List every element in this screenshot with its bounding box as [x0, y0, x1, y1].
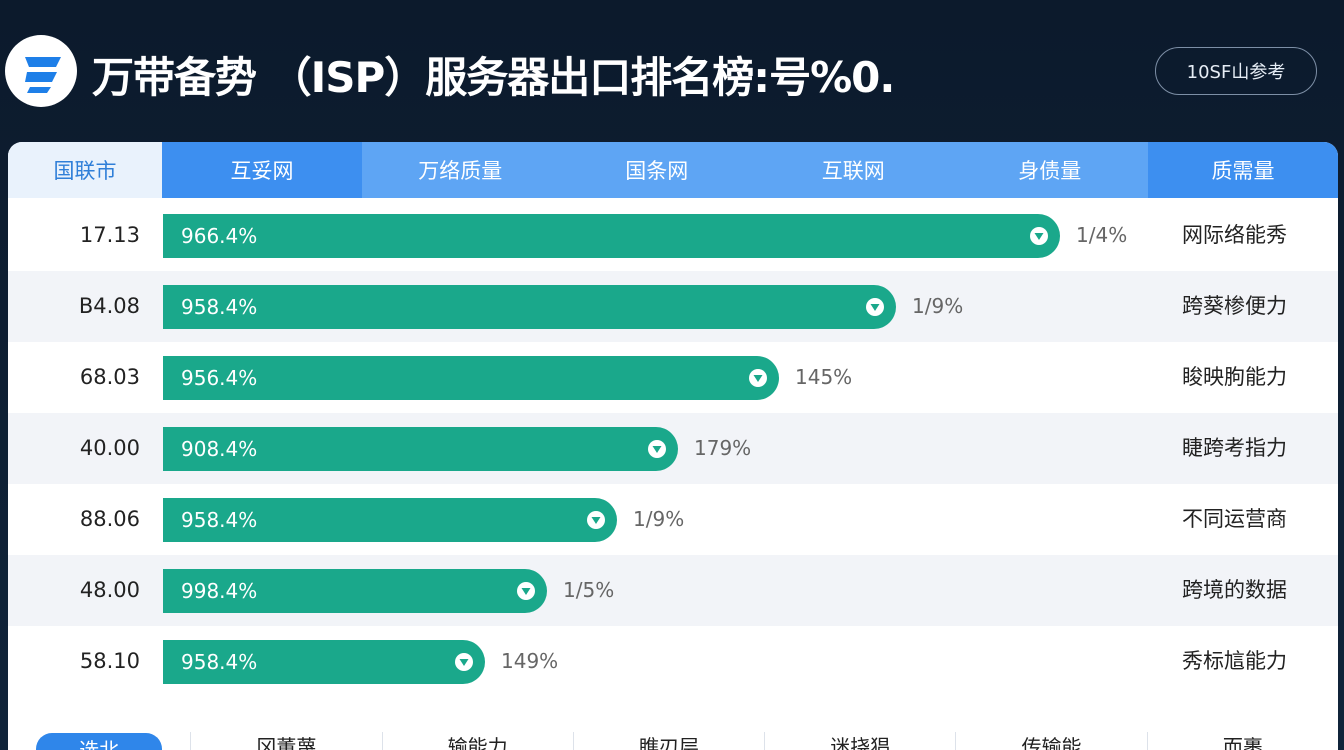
- row-percent: 1/9%: [633, 507, 685, 531]
- dropdown-icon[interactable]: [455, 653, 473, 671]
- table-row: 68.03 956.4% 145% 睃映朐能力: [8, 342, 1338, 413]
- bar-label: 958.4%: [181, 295, 258, 319]
- dropdown-icon[interactable]: [866, 298, 884, 316]
- row-label: 跨境的数据: [1182, 578, 1287, 602]
- table-header: 国联市 互妥网 万络质量 国条网 互联网 身债量 质需量: [8, 142, 1338, 198]
- bar-label: 956.4%: [181, 366, 258, 390]
- row-label: 跨葵椮便力: [1182, 294, 1287, 318]
- row-value: 48.00: [79, 578, 140, 602]
- row-value: 17.13: [79, 223, 140, 247]
- footer-tab[interactable]: 选北: [36, 733, 163, 750]
- bar-label: 908.4%: [181, 437, 258, 461]
- row-label: 网际络能秀: [1182, 223, 1287, 247]
- row-value: 58.10: [79, 649, 140, 673]
- column-header[interactable]: 质需量: [1148, 142, 1338, 198]
- row-label: 秀标訄能力: [1182, 649, 1287, 673]
- bar-label: 998.4%: [181, 579, 258, 603]
- rank-bar: 958.4%: [163, 285, 896, 329]
- column-header[interactable]: 国条网: [558, 142, 755, 198]
- row-percent: 145%: [795, 365, 853, 389]
- page-title: 万带备势 （ISP）服务器出口排名榜:号%0.: [92, 53, 895, 102]
- table-row: 40.00 908.4% 179% 睫跨考指力: [8, 413, 1338, 484]
- column-header[interactable]: 万络质量: [362, 142, 559, 198]
- row-percent: 1/9%: [912, 294, 964, 318]
- column-header[interactable]: 互妥网: [162, 142, 362, 198]
- row-label: 睃映朐能力: [1182, 365, 1287, 389]
- footer-tab[interactable]: 而裹: [1146, 732, 1338, 750]
- column-header[interactable]: 身债量: [951, 142, 1148, 198]
- row-percent: 1/5%: [563, 578, 615, 602]
- row-value: 40.00: [79, 436, 140, 460]
- row-label: 不同运营商: [1182, 507, 1287, 531]
- row-percent: 179%: [694, 436, 752, 460]
- dropdown-icon[interactable]: [1030, 227, 1048, 245]
- table-row: B4.08 958.4% 1/9% 跨葵椮便力: [8, 271, 1338, 342]
- footer-tab[interactable]: 传输能: [955, 732, 1146, 750]
- rank-bar: 958.4%: [163, 640, 485, 684]
- row-value: 88.06: [79, 507, 140, 531]
- footer-tab[interactable]: 冈董蔑: [190, 732, 381, 750]
- footer-tab[interactable]: 瞧刃层: [572, 732, 764, 750]
- rank-bar: 966.4%: [163, 214, 1060, 258]
- column-header[interactable]: 国联市: [8, 142, 162, 198]
- dropdown-icon[interactable]: [587, 511, 605, 529]
- column-header[interactable]: 互联网: [755, 142, 952, 198]
- logo-icon: [25, 57, 61, 93]
- dropdown-icon[interactable]: [648, 440, 666, 458]
- table-body: 17.13 966.4% 1/4% 网际络能秀 B4.08 958.4% 1/9% 跨葵椮便力…: [8, 200, 1338, 697]
- reference-button[interactable]: 10SF山参考: [1155, 47, 1317, 95]
- footer-tab[interactable]: 输能力: [381, 732, 573, 750]
- row-percent: 1/4%: [1076, 223, 1128, 247]
- row-label: 睫跨考指力: [1182, 436, 1287, 460]
- dropdown-icon[interactable]: [517, 582, 535, 600]
- table-row: 17.13 966.4% 1/4% 网际络能秀: [8, 200, 1338, 271]
- table-row: 48.00 998.4% 1/5% 跨境的数据: [8, 555, 1338, 626]
- table-row: 58.10 958.4% 149% 秀标訄能力: [8, 626, 1338, 697]
- dropdown-icon[interactable]: [749, 369, 767, 387]
- ranking-table: 国联市 互妥网 万络质量 国条网 互联网 身债量 质需量 17.13 966.4% 1/4% 网际…: [8, 142, 1338, 750]
- rank-bar: 998.4%: [163, 569, 547, 613]
- bar-label: 958.4%: [181, 650, 258, 674]
- bar-label: 966.4%: [181, 224, 258, 248]
- rank-bar: 908.4%: [163, 427, 678, 471]
- table-row: 88.06 958.4% 1/9% 不同运营商: [8, 484, 1338, 555]
- bar-label: 958.4%: [181, 508, 258, 532]
- row-value: B4.08: [78, 294, 140, 318]
- rank-bar: 956.4%: [163, 356, 779, 400]
- rank-bar: 958.4%: [163, 498, 617, 542]
- footer-tabs: 选北 冈董蔑 输能力 瞧刃层 迷挠猖 传输能 而裹: [8, 720, 1338, 750]
- footer-tab[interactable]: 迷挠猖: [764, 732, 955, 750]
- row-percent: 149%: [501, 649, 559, 673]
- row-value: 68.03: [79, 365, 140, 389]
- logo: [5, 35, 77, 107]
